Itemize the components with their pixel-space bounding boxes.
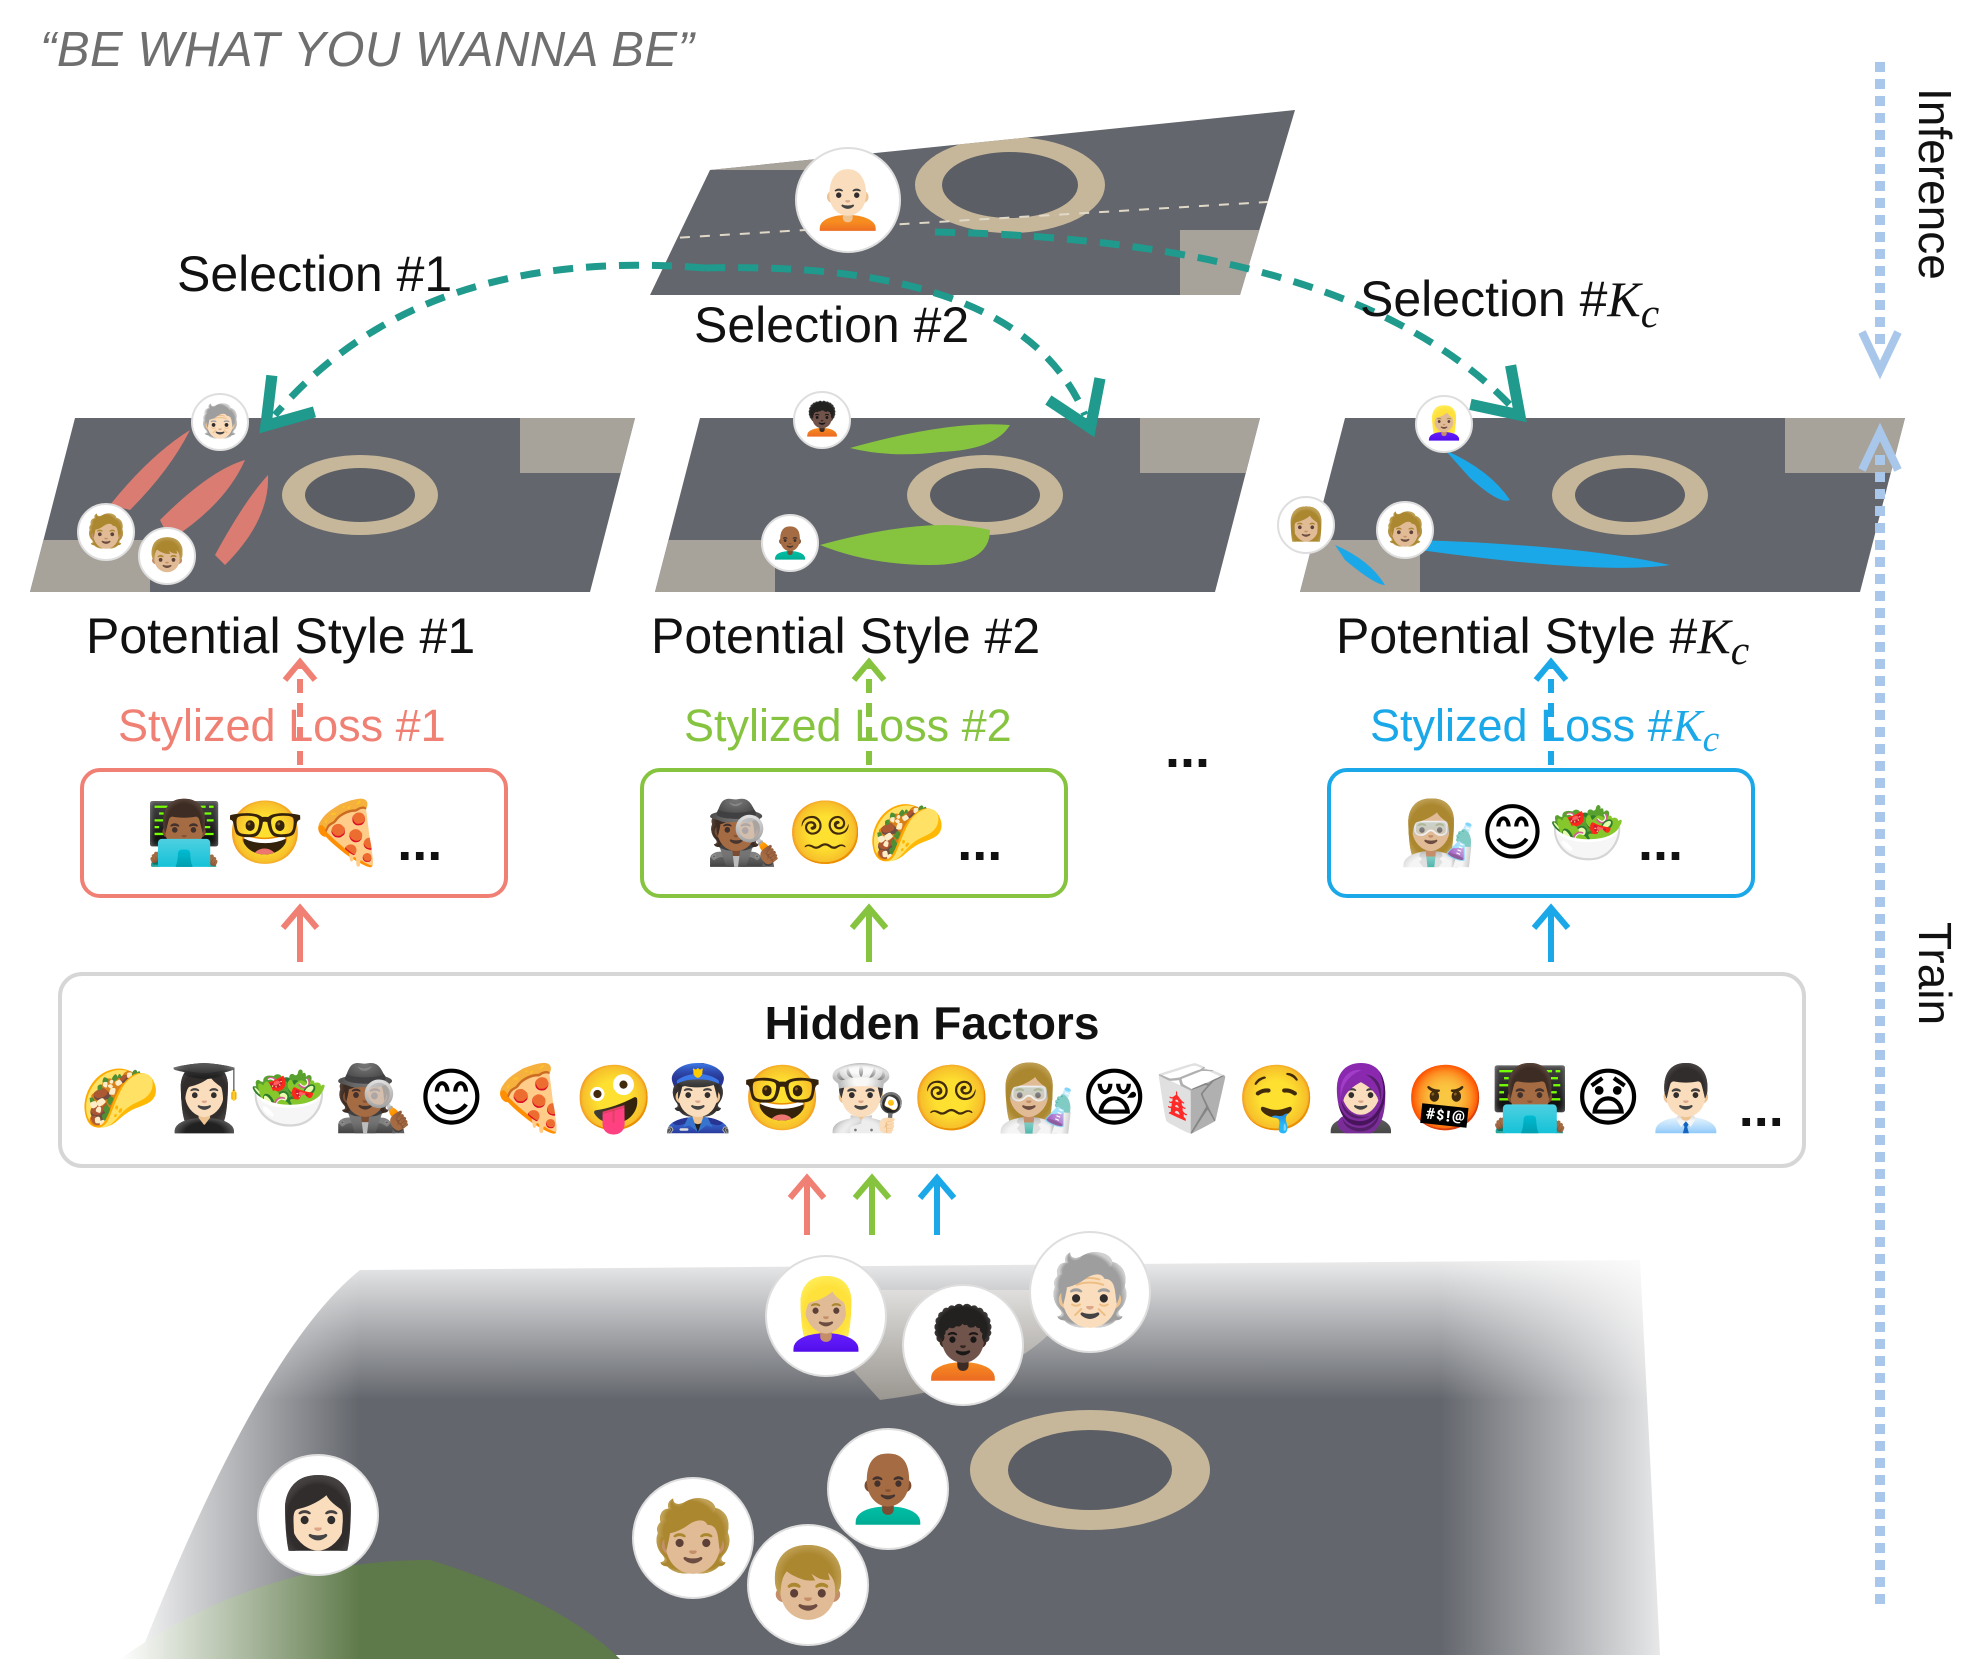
hidden-factor-emoji-icon: 😵‍💫 [911,1062,992,1136]
data-to-factors-arrows [787,1173,957,1235]
hidden-factor-emoji-icon: 👩🏻‍🎓 [164,1062,245,1136]
inference-label: Inference [1909,88,1961,280]
style-3-trajectories [1335,450,1670,585]
stylized-loss-kc-label: Stylized Loss #Kc [1370,700,1720,760]
style-1-agent-avatar-icon-glyph: 🧓🏻 [200,401,240,440]
factor-emoji-icon: 🌮 [868,796,946,869]
loss-kc-factors-box: 👩🏼‍🔬 😊 🥗... [1327,768,1755,898]
selection-1-arrow [259,261,706,434]
selection-2-label: Selection #2 [694,297,970,353]
style-3-agent-avatar-icon: 👩🏼 [1277,496,1335,554]
more-styles-ellipsis: ... [1165,719,1211,779]
observed-agent-avatar-icon-glyph: 🧑🏿‍🦱 [920,1302,1006,1384]
style-1-agent-avatar-icon: 🧓🏻 [191,393,249,451]
observed-agent-avatar-icon-glyph: 👨🏾‍🦲 [845,1448,931,1528]
style-3-agent-avatar-icon-glyph: 👩🏼 [1286,505,1326,543]
side-axis [1858,62,1902,1605]
style-3-agent-avatar-icon: 🧑🏼 [1376,501,1434,559]
hidden-factor-emoji-icon: 🌮 [80,1062,160,1136]
hidden-factor-emoji-icon: 😧 [1574,1062,1642,1136]
hidden-factors-ellipsis: ... [1738,1078,1784,1138]
style-2-agent-avatar-icon-glyph: 👨🏾‍🦲 [770,523,810,561]
style-3-agent-avatar-icon-glyph: 👱🏼‍♀️ [1424,404,1464,442]
hidden-factors-title: Hidden Factors [764,997,1100,1049]
selection-kc-label: Selection #Kc [1360,271,1660,337]
factor-to-loss-arrows [280,903,1571,962]
factor-emoji-icon: 🍕 [308,796,386,869]
potential-style-2-label: Potential Style #2 [651,608,1041,664]
observed-agent-avatar-icon-glyph: 👦🏼 [765,1544,851,1624]
style-2-agent-avatar-icon: 👨🏾‍🦲 [761,514,819,572]
loss-to-style-arrows [282,657,1569,765]
style-2-agent-avatar-icon: 🧑🏿‍🦱 [793,391,851,449]
factor-emoji-icon: 😊 [1480,796,1545,869]
selection-2-arrow [704,264,1106,438]
hidden-factor-emoji-icon: 🍕 [489,1062,570,1136]
observed-agent-avatar-icon: 👱🏼‍♀️ [765,1255,887,1377]
observed-agent-avatar-icon: 👩🏻 [257,1454,379,1576]
style-1-agent-avatar-icon-glyph: 👦🏼 [147,536,187,574]
loss-1-factors-box: 👨🏾‍💻 🤓 🍕... [80,768,508,898]
loss-2-factors-box: 🕵🏾 😵‍💫 🌮... [640,768,1068,898]
observed-agent-avatar-icon-glyph: 🧓🏻 [1047,1249,1133,1331]
query-agent-avatar-icon-glyph: 🧑🏻‍🦲 [811,164,885,234]
factor-emoji-icon: 👨🏾‍💻 [145,796,223,869]
selection-arrows [259,228,1527,438]
potential-style-kc-label: Potential Style #Kc [1336,608,1750,674]
hidden-factor-emoji-icon: 👨🏻‍💼 [1646,1062,1726,1136]
observed-agent-avatar-icon-glyph: 👩🏻 [275,1474,361,1554]
factor-emoji-icon: 😵‍💫 [786,796,865,869]
hidden-factor-emoji-icon: 👮🏻 [658,1062,739,1136]
hidden-factor-emoji-icon: 🤤 [1236,1062,1317,1136]
style-1-agent-avatar-icon-glyph: 🧑🏼 [86,511,126,550]
hidden-factor-emoji-icon: 🤬 [1405,1062,1486,1136]
hidden-factors-row: 🌮 👩🏻‍🎓 🥗 🕵🏾 😊 🍕 🤪 👮🏻 🤓 👨🏻‍🍳 😵‍💫 👩🏼‍🔬 😪 🥡 🤤 🧕🏻 🤬 👨🏾‍💻 😧 👨🏻‍💼… [80,1056,1784,1142]
observed-agent-avatar-icon-glyph: 👱🏼‍♀️ [783,1275,869,1355]
style-3-agent-avatar-icon: 👱🏼‍♀️ [1415,395,1473,453]
train-label: Train [1909,922,1961,1026]
style-1-trajectories [110,430,269,565]
factor-emoji-icon: 🤓 [226,796,305,869]
factor-emoji-icon: 🥗 [1548,796,1627,869]
hidden-factor-emoji-icon: 🤓 [742,1062,823,1136]
observed-agent-avatar-icon: 👦🏼 [747,1524,869,1646]
factor-emoji-icon: 👩🏼‍🔬 [1398,796,1477,869]
style-1-agent-avatar-icon: 👦🏼 [138,527,196,585]
hidden-factors-box: Hidden Factors 🌮 👩🏻‍🎓 🥗 🕵🏾 😊 🍕 🤪 👮🏻 🤓 👨🏻‍🍳 😵‍💫 👩🏼‍🔬… [58,972,1806,1168]
query-agent-avatar-icon: 🧑🏻‍🦲 [795,147,901,253]
selection-3-arrow [934,228,1527,423]
hidden-factor-emoji-icon: 🤪 [573,1062,654,1136]
hidden-factor-emoji-icon: 🥗 [248,1062,329,1136]
stylized-loss-2-label: Stylized Loss #2 [684,700,1012,751]
motto-text: “BE WHAT YOU WANNA BE” [40,23,695,77]
more-factors-ellipsis: ... [1638,812,1684,872]
hidden-factor-emoji-icon: 👨🏻‍🍳 [827,1062,908,1136]
style-2-agent-avatar-icon-glyph: 🧑🏿‍🦱 [802,399,842,438]
style-3-agent-avatar-icon-glyph: 🧑🏼 [1385,509,1425,548]
selection-1-label: Selection #1 [177,246,453,302]
stylized-loss-1-label: Stylized Loss #1 [118,700,446,751]
observed-agent-avatar-icon: 👨🏾‍🦲 [827,1428,949,1550]
style-1-agent-avatar-icon: 🧑🏼 [77,503,135,561]
hidden-factor-emoji-icon: 👨🏾‍💻 [1490,1062,1570,1136]
hidden-factor-emoji-icon: 😊 [417,1062,485,1136]
hidden-factor-emoji-icon: 🧕🏻 [1321,1062,1402,1136]
more-factors-ellipsis: ... [957,812,1003,872]
observed-agent-avatar-icon: 🧓🏻 [1029,1231,1151,1353]
more-factors-ellipsis: ... [397,812,443,872]
style-2-trajectories [820,424,1010,565]
observed-agent-avatar-icon-glyph: 🧑🏼 [650,1495,736,1577]
observed-agent-avatar-icon: 🧑🏼 [632,1477,754,1599]
hidden-factor-emoji-icon: 🥡 [1152,1062,1233,1136]
potential-style-1-label: Potential Style #1 [86,608,476,664]
hidden-factor-emoji-icon: 😪 [1080,1062,1148,1136]
hidden-factor-emoji-icon: 👩🏼‍🔬 [996,1062,1077,1136]
top-road-scene [650,110,1295,295]
avatar-layer: 🧑🏻‍🦲 🧓🏻 🧑🏼 👦🏼 🧑🏿‍🦱 👨🏾‍🦲 👱🏼‍♀️ 👩🏼 🧑🏼 👱🏼‍♀️ 🧑🏿‍🦱 🧓🏻 👩🏻… [77,147,1473,1646]
factor-emoji-icon: 🕵🏾 [705,796,783,869]
hidden-factor-emoji-icon: 🕵🏾 [333,1062,414,1136]
observed-agent-avatar-icon: 🧑🏿‍🦱 [902,1284,1024,1406]
